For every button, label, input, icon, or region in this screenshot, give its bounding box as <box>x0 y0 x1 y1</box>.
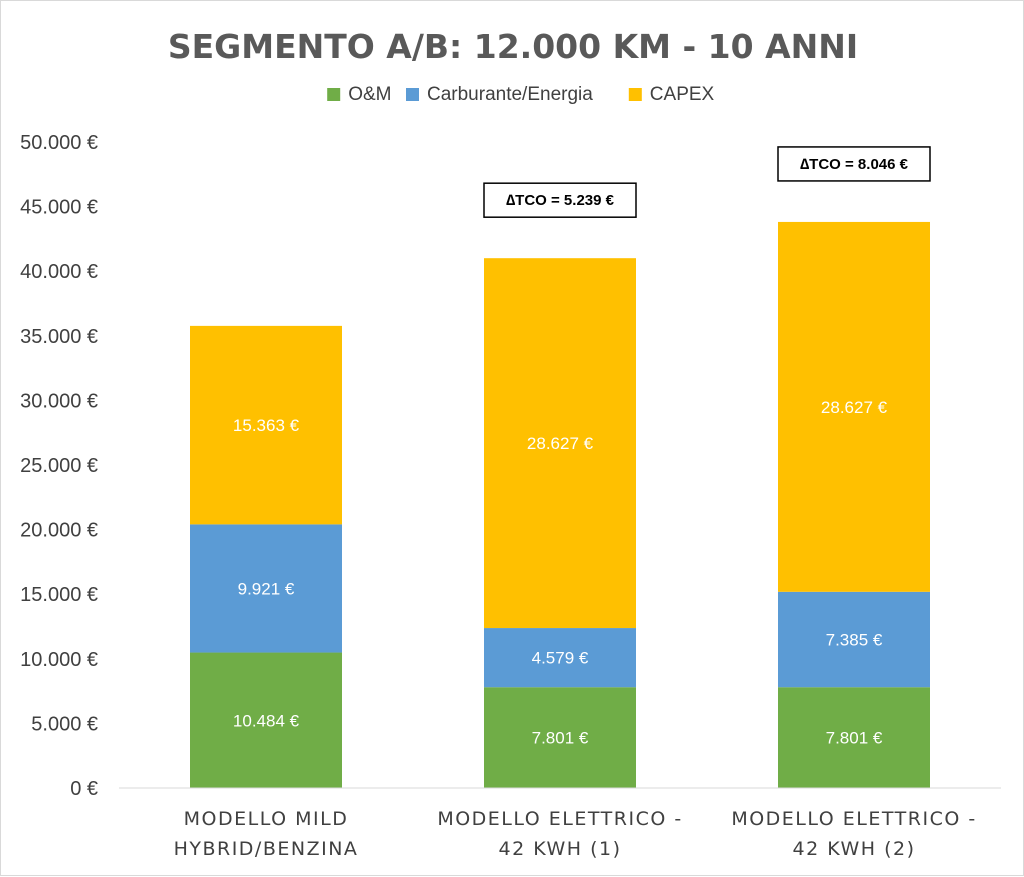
data-label: 7.801 € <box>532 729 589 748</box>
y-tick-label: 50.000 € <box>20 132 98 154</box>
x-tick-label: MODELLO ELETTRICO - <box>437 808 682 830</box>
y-tick-label: 25.000 € <box>20 455 98 477</box>
annotation-box <box>483 182 637 218</box>
bar-segment <box>484 258 636 629</box>
x-tick-label: 42 KWH (1) <box>498 838 621 860</box>
bar-segment <box>190 524 342 653</box>
data-label: 28.627 € <box>821 398 888 417</box>
annotation-text: ∆TCO = 5.239 € <box>506 192 615 209</box>
y-tick-label: 20.000 € <box>20 520 98 542</box>
x-tick-label: MODELLO ELETTRICO - <box>731 808 976 830</box>
y-tick-label: 0 € <box>70 778 98 800</box>
y-tick-label: 30.000 € <box>20 390 98 412</box>
data-label: 15.363 € <box>233 416 300 435</box>
x-tick-label: HYBRID/BENZINA <box>174 838 359 860</box>
data-label: 7.385 € <box>826 631 883 650</box>
x-tick-label: MODELLO MILD <box>184 808 349 830</box>
data-label: 7.801 € <box>826 729 883 748</box>
legend-swatch-2 <box>628 88 642 101</box>
bar-segment <box>778 221 930 592</box>
legend-label-1: Carburante/Energia <box>427 84 593 105</box>
y-tick-label: 10.000 € <box>20 649 98 671</box>
bars: 10.484 € 9.921 € 15.363 € 7.801 € 4.579 € 28.… <box>190 221 930 788</box>
legend: O&M Carburante/Energia CAPEX <box>327 84 715 105</box>
bar-segment <box>484 628 636 688</box>
data-label: 4.579 € <box>532 649 589 668</box>
data-label: 28.627 € <box>527 434 594 453</box>
bar-segment <box>190 652 342 788</box>
y-tick-label: 35.000 € <box>20 326 98 348</box>
y-axis: 0 € 5.000 € 10.000 € 15.000 € 20.000 € 25.000… <box>20 132 98 800</box>
data-label: 10.484 € <box>233 711 300 730</box>
x-axis: MODELLO MILD HYBRID/BENZINA MODELLO ELETTR… <box>119 787 1001 860</box>
bar-segment <box>778 687 930 788</box>
y-tick-label: 5.000 € <box>31 713 98 735</box>
bar-segment <box>484 687 636 788</box>
y-tick-label: 40.000 € <box>20 261 98 283</box>
legend-swatch-1 <box>406 88 419 101</box>
x-tick-label: 42 KWH (2) <box>792 838 915 860</box>
bar-segment <box>778 591 930 688</box>
y-tick-label: 45.000 € <box>20 197 98 219</box>
legend-label-0: O&M <box>348 84 391 105</box>
bar-segment <box>190 325 342 525</box>
annotation-text: ∆TCO = 8.046 € <box>800 156 909 173</box>
data-label: 9.921 € <box>238 579 295 598</box>
y-tick-label: 15.000 € <box>20 584 98 606</box>
chart-title: SEGMENTO A/B: 12.000 KM - 10 ANNI <box>168 27 858 66</box>
legend-label-2: CAPEX <box>650 84 715 105</box>
annotations: ∆TCO = 5.239 € ∆TCO = 8.046 € <box>483 146 931 218</box>
legend-swatch-0 <box>327 88 341 101</box>
annotation-box <box>777 146 931 182</box>
